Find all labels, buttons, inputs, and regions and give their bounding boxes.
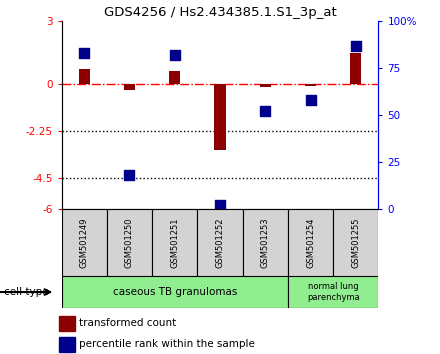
Bar <box>350 52 361 84</box>
Point <box>81 50 88 56</box>
Point <box>262 108 269 114</box>
Bar <box>59 316 75 331</box>
Text: GSM501253: GSM501253 <box>261 217 270 268</box>
FancyBboxPatch shape <box>288 209 333 276</box>
FancyBboxPatch shape <box>333 209 378 276</box>
Text: GSM501250: GSM501250 <box>125 217 134 268</box>
Text: normal lung
parenchyma: normal lung parenchyma <box>307 282 359 302</box>
Point <box>352 43 359 48</box>
Point <box>307 97 314 103</box>
FancyBboxPatch shape <box>62 276 288 308</box>
Text: caseous TB granulomas: caseous TB granulomas <box>113 287 237 297</box>
Point <box>126 172 133 178</box>
Text: GSM501252: GSM501252 <box>216 217 224 268</box>
Point <box>216 202 224 208</box>
Bar <box>59 337 75 352</box>
Bar <box>214 84 226 150</box>
Text: GSM501255: GSM501255 <box>351 217 360 268</box>
Text: percentile rank within the sample: percentile rank within the sample <box>79 339 255 349</box>
FancyBboxPatch shape <box>198 209 242 276</box>
FancyBboxPatch shape <box>62 209 107 276</box>
Bar <box>169 71 180 84</box>
Text: GSM501254: GSM501254 <box>306 217 315 268</box>
FancyBboxPatch shape <box>288 276 378 308</box>
FancyBboxPatch shape <box>107 209 152 276</box>
Title: GDS4256 / Hs2.434385.1.S1_3p_at: GDS4256 / Hs2.434385.1.S1_3p_at <box>104 6 336 19</box>
Text: transformed count: transformed count <box>79 318 176 328</box>
Text: GSM501251: GSM501251 <box>170 217 179 268</box>
Bar <box>260 84 271 87</box>
Text: cell type: cell type <box>4 287 49 297</box>
Point <box>171 52 178 58</box>
Bar <box>305 84 316 86</box>
Text: GSM501249: GSM501249 <box>80 217 89 268</box>
FancyBboxPatch shape <box>152 209 198 276</box>
FancyBboxPatch shape <box>242 209 288 276</box>
Bar <box>124 84 135 90</box>
Bar <box>79 69 90 84</box>
